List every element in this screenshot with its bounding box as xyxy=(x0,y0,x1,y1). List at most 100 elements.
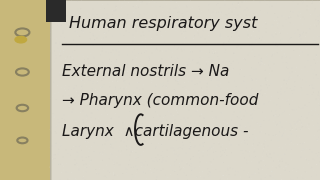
Point xyxy=(60,94,66,97)
Point xyxy=(87,136,92,139)
Point xyxy=(156,26,161,28)
Point xyxy=(198,69,203,72)
Point xyxy=(61,51,66,54)
Point xyxy=(213,88,218,91)
Point xyxy=(96,169,101,172)
Point xyxy=(219,36,224,39)
Point xyxy=(191,68,196,71)
Point xyxy=(63,61,68,64)
Point xyxy=(280,111,285,114)
Point xyxy=(109,153,115,156)
Point xyxy=(300,177,305,180)
Point xyxy=(283,169,288,172)
Point xyxy=(309,0,315,2)
Point xyxy=(184,22,189,25)
Point xyxy=(311,124,316,127)
Point xyxy=(277,162,282,165)
Point xyxy=(230,31,235,33)
Point xyxy=(221,161,226,164)
Point xyxy=(298,156,303,159)
Point xyxy=(179,71,184,74)
Point xyxy=(224,154,229,157)
Point xyxy=(137,154,142,157)
Point xyxy=(86,36,92,39)
Point xyxy=(175,30,180,33)
Point xyxy=(221,41,227,44)
Point xyxy=(141,34,146,37)
Point xyxy=(106,139,111,141)
Point xyxy=(314,13,319,16)
Point xyxy=(127,159,132,162)
Point xyxy=(215,83,220,86)
Point xyxy=(120,27,125,30)
Point xyxy=(70,51,75,53)
Point xyxy=(77,104,82,107)
Point xyxy=(317,97,320,100)
Point xyxy=(268,174,273,177)
Point xyxy=(288,122,293,125)
Point xyxy=(213,68,218,71)
Point xyxy=(261,150,266,153)
Point xyxy=(163,130,168,133)
Point xyxy=(297,136,302,139)
Point xyxy=(220,111,225,114)
Point xyxy=(311,169,316,172)
Point xyxy=(65,64,70,67)
Point xyxy=(218,34,223,37)
Point xyxy=(120,47,125,50)
Point xyxy=(81,177,86,180)
Point xyxy=(141,164,146,166)
Point xyxy=(49,67,54,70)
Point xyxy=(191,89,196,91)
Point xyxy=(213,150,218,153)
Point xyxy=(253,18,258,21)
Point xyxy=(182,85,188,88)
Point xyxy=(54,37,59,40)
Point xyxy=(148,103,153,106)
Point xyxy=(100,91,106,93)
Point xyxy=(50,52,55,55)
Point xyxy=(158,100,163,103)
Point xyxy=(116,51,121,53)
Point xyxy=(188,49,193,52)
Point xyxy=(238,14,243,17)
Point xyxy=(306,147,311,150)
Point xyxy=(79,156,84,159)
Point xyxy=(167,11,172,14)
Point xyxy=(150,134,156,137)
Point xyxy=(92,107,98,110)
Point xyxy=(309,93,315,96)
Point xyxy=(316,20,320,22)
Point xyxy=(117,122,122,125)
Point xyxy=(173,89,178,92)
Point xyxy=(107,169,112,172)
Point xyxy=(297,35,302,38)
Point xyxy=(197,8,202,11)
Point xyxy=(219,62,224,65)
Point xyxy=(83,140,88,143)
Point xyxy=(79,0,84,2)
Point xyxy=(56,163,61,166)
Point xyxy=(65,178,70,180)
Point xyxy=(127,154,132,156)
Point xyxy=(120,66,125,69)
Point xyxy=(59,145,64,148)
Point xyxy=(100,159,105,162)
Point xyxy=(125,28,130,31)
Point xyxy=(147,68,152,70)
Point xyxy=(208,147,213,149)
Point xyxy=(110,9,115,12)
Point xyxy=(59,54,64,57)
Point xyxy=(100,151,105,154)
Point xyxy=(146,62,151,64)
Point xyxy=(177,6,182,8)
Point xyxy=(197,67,202,70)
Point xyxy=(214,60,220,63)
Point xyxy=(124,65,130,68)
Point xyxy=(149,79,155,82)
Point xyxy=(223,67,228,70)
Point xyxy=(249,23,254,26)
Point xyxy=(140,0,145,3)
Point xyxy=(134,56,139,59)
Point xyxy=(169,147,174,149)
